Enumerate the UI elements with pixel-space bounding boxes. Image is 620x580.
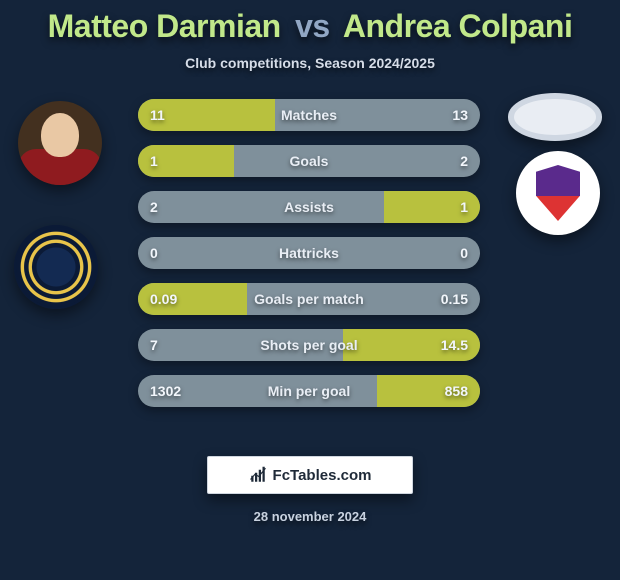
stat-rows: 11 13 Matches 1 2 Goals 2 1 Assists 0 0 Hattricks 0.… xyxy=(138,99,480,407)
stat-row: 1302 858 Min per goal xyxy=(138,375,480,407)
stat-value-right: 2 xyxy=(460,153,468,169)
player1-avatar xyxy=(18,101,102,185)
stat-value-right: 13 xyxy=(452,107,468,123)
stat-value-left: 1302 xyxy=(150,383,181,399)
brand-badge: FcTables.com xyxy=(207,456,413,494)
stat-row: 0.09 0.15 Goals per match xyxy=(138,283,480,315)
stat-value-right: 0 xyxy=(460,245,468,261)
stat-value-left: 2 xyxy=(150,199,158,215)
stat-value-right: 14.5 xyxy=(441,337,468,353)
comparison-arena: 11 13 Matches 1 2 Goals 2 1 Assists 0 0 Hattricks 0.… xyxy=(0,93,620,423)
stat-row: 1 2 Goals xyxy=(138,145,480,177)
stat-value-left: 0 xyxy=(150,245,158,261)
stat-value-right: 0.15 xyxy=(441,291,468,307)
stat-row: 2 1 Assists xyxy=(138,191,480,223)
vs-label: vs xyxy=(295,8,330,44)
club-badge-right xyxy=(516,151,600,235)
brand-text: FcTables.com xyxy=(273,467,372,484)
stat-label: Matches xyxy=(281,107,337,123)
stat-label: Goals per match xyxy=(254,291,364,307)
stat-value-left: 7 xyxy=(150,337,158,353)
brand-logo-icon xyxy=(249,466,267,484)
stat-value-left: 11 xyxy=(150,107,165,123)
stat-row: 11 13 Matches xyxy=(138,99,480,131)
stat-row: 0 0 Hattricks xyxy=(138,237,480,269)
stat-value-left: 1 xyxy=(150,153,158,169)
stat-label: Min per goal xyxy=(268,383,350,399)
date-label: 28 november 2024 xyxy=(254,509,367,524)
player2-avatar xyxy=(508,93,602,141)
stat-label: Shots per goal xyxy=(260,337,357,353)
header: Matteo Darmian vs Andrea Colpani Club co… xyxy=(0,0,620,71)
player1-name: Matteo Darmian xyxy=(48,8,281,44)
stat-value-left: 0.09 xyxy=(150,291,177,307)
stat-row: 7 14.5 Shots per goal xyxy=(138,329,480,361)
avatar-head xyxy=(41,113,79,157)
subtitle: Club competitions, Season 2024/2025 xyxy=(0,55,620,71)
stat-label: Assists xyxy=(284,199,334,215)
stat-value-right: 858 xyxy=(445,383,468,399)
club-badge-left xyxy=(14,225,98,309)
comparison-title: Matteo Darmian vs Andrea Colpani xyxy=(0,8,620,45)
stat-label: Hattricks xyxy=(279,245,339,261)
stat-value-right: 1 xyxy=(460,199,468,215)
stat-label: Goals xyxy=(290,153,329,169)
player2-name: Andrea Colpani xyxy=(343,8,572,44)
